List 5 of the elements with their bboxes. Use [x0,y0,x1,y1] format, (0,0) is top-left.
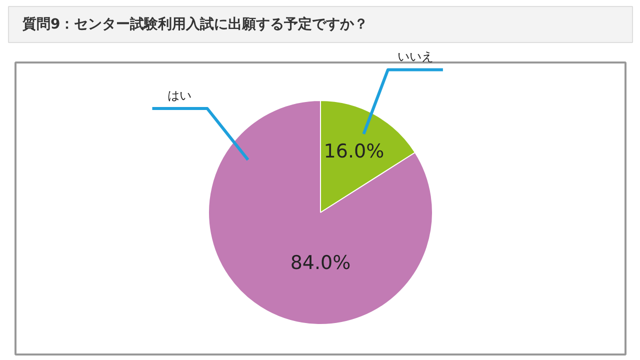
slice-label: いいえ [397,50,434,64]
slice-label: はい [168,88,192,102]
chart-title: 質問9：センター試験利用入試に出願する予定ですか？ [22,16,368,32]
data-label: 84.0% [290,252,351,274]
data-label: 16.0% [324,140,384,163]
